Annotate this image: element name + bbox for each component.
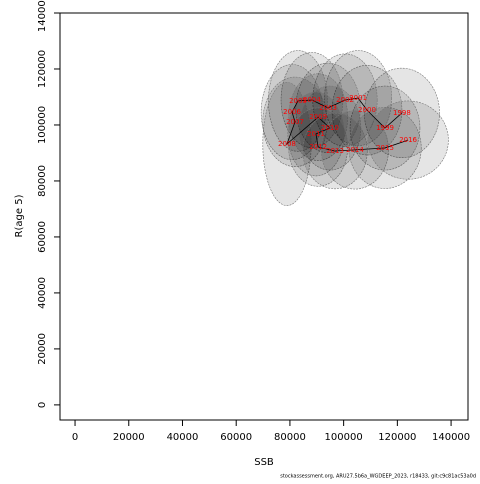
y-tick-label: 40000 — [37, 277, 48, 309]
trajectory — [286, 97, 409, 152]
x-tick-label: 120000 — [378, 432, 416, 443]
year-label: 2000 — [358, 106, 376, 114]
y-tick-label: 60000 — [37, 221, 48, 253]
year-label: 2014 — [346, 146, 364, 154]
year-label: 2004 — [303, 96, 321, 104]
y-tick-label: 80000 — [37, 165, 48, 197]
year-label: 2016 — [399, 136, 417, 144]
x-axis-label: SSB — [254, 457, 274, 468]
x-tick-label: 0 — [72, 432, 78, 443]
y-tick-label: 100000 — [37, 106, 48, 144]
year-label: 2011 — [307, 130, 325, 138]
x-tick-label: 20000 — [113, 432, 145, 443]
year-label: 2002 — [336, 96, 354, 104]
y-tick-label: 120000 — [37, 50, 48, 88]
year-label: 2006 — [283, 108, 301, 116]
year-label: 2008 — [278, 140, 296, 148]
year-label: 2009 — [309, 113, 327, 121]
year-label: 2005 — [289, 97, 307, 105]
year-label: 2007 — [286, 118, 304, 126]
y-axis-label: R(age 5) — [14, 194, 25, 237]
y-tick-label: 140000 — [37, 0, 48, 32]
plot-frame — [59, 12, 469, 421]
year-label: 1998 — [393, 109, 411, 117]
x-tick-label: 60000 — [220, 432, 252, 443]
year-label: 2015 — [376, 144, 394, 152]
year-label: 2001 — [349, 94, 367, 102]
x-tick-label: 100000 — [325, 432, 363, 443]
year-label: 2012 — [309, 143, 327, 151]
x-tick-label: 140000 — [432, 432, 470, 443]
year-label: 2010 — [321, 124, 339, 132]
y-tick-label: 20000 — [37, 333, 48, 365]
x-tick-label: 40000 — [167, 432, 199, 443]
year-label: 2003 — [319, 104, 337, 112]
footer: stockassessment.org, ARU27.5b6a_WGDEEP_2… — [280, 474, 476, 480]
y-tick-label: 0 — [37, 402, 48, 408]
year-label: 2013 — [326, 147, 344, 155]
year-label: 1999 — [376, 124, 394, 132]
x-tick-label: 80000 — [274, 432, 306, 443]
